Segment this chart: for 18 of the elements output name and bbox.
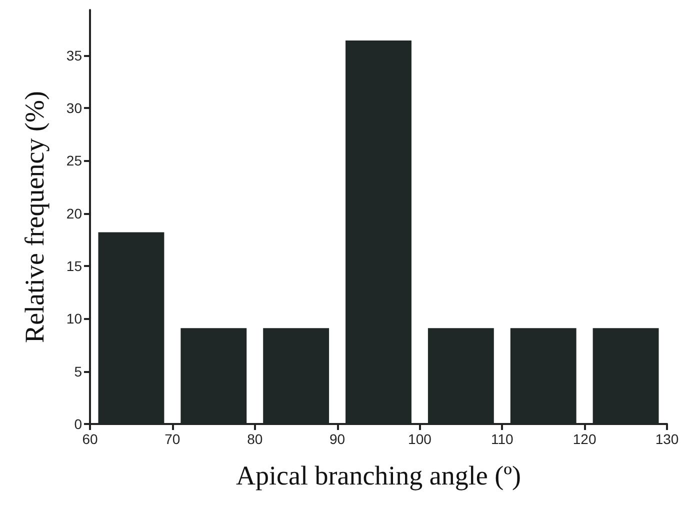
y-axis-title: Relative frequency (%)	[20, 91, 50, 343]
y-tick-label: 25	[66, 152, 82, 169]
x-tick-label: 60	[82, 431, 98, 447]
y-tick-label: 30	[66, 100, 82, 116]
x-axis-title: Apical branching angle (º)	[236, 460, 522, 490]
y-tick-label: 5	[74, 363, 82, 380]
x-tick-label: 70	[164, 431, 180, 447]
x-tick-label: 90	[329, 431, 346, 447]
y-tick-label: 10	[66, 310, 82, 327]
x-tick-label: 120	[572, 431, 596, 447]
y-tick-label: 15	[66, 258, 82, 274]
x-tick-label: 130	[655, 431, 679, 447]
x-tick-label: 100	[408, 431, 432, 447]
y-tick-label: 0	[74, 416, 82, 432]
y-tick-label: 20	[66, 205, 82, 222]
y-tick-label: 35	[66, 47, 82, 64]
x-tick-label: 80	[247, 431, 263, 447]
x-tick-label: 110	[490, 431, 514, 447]
